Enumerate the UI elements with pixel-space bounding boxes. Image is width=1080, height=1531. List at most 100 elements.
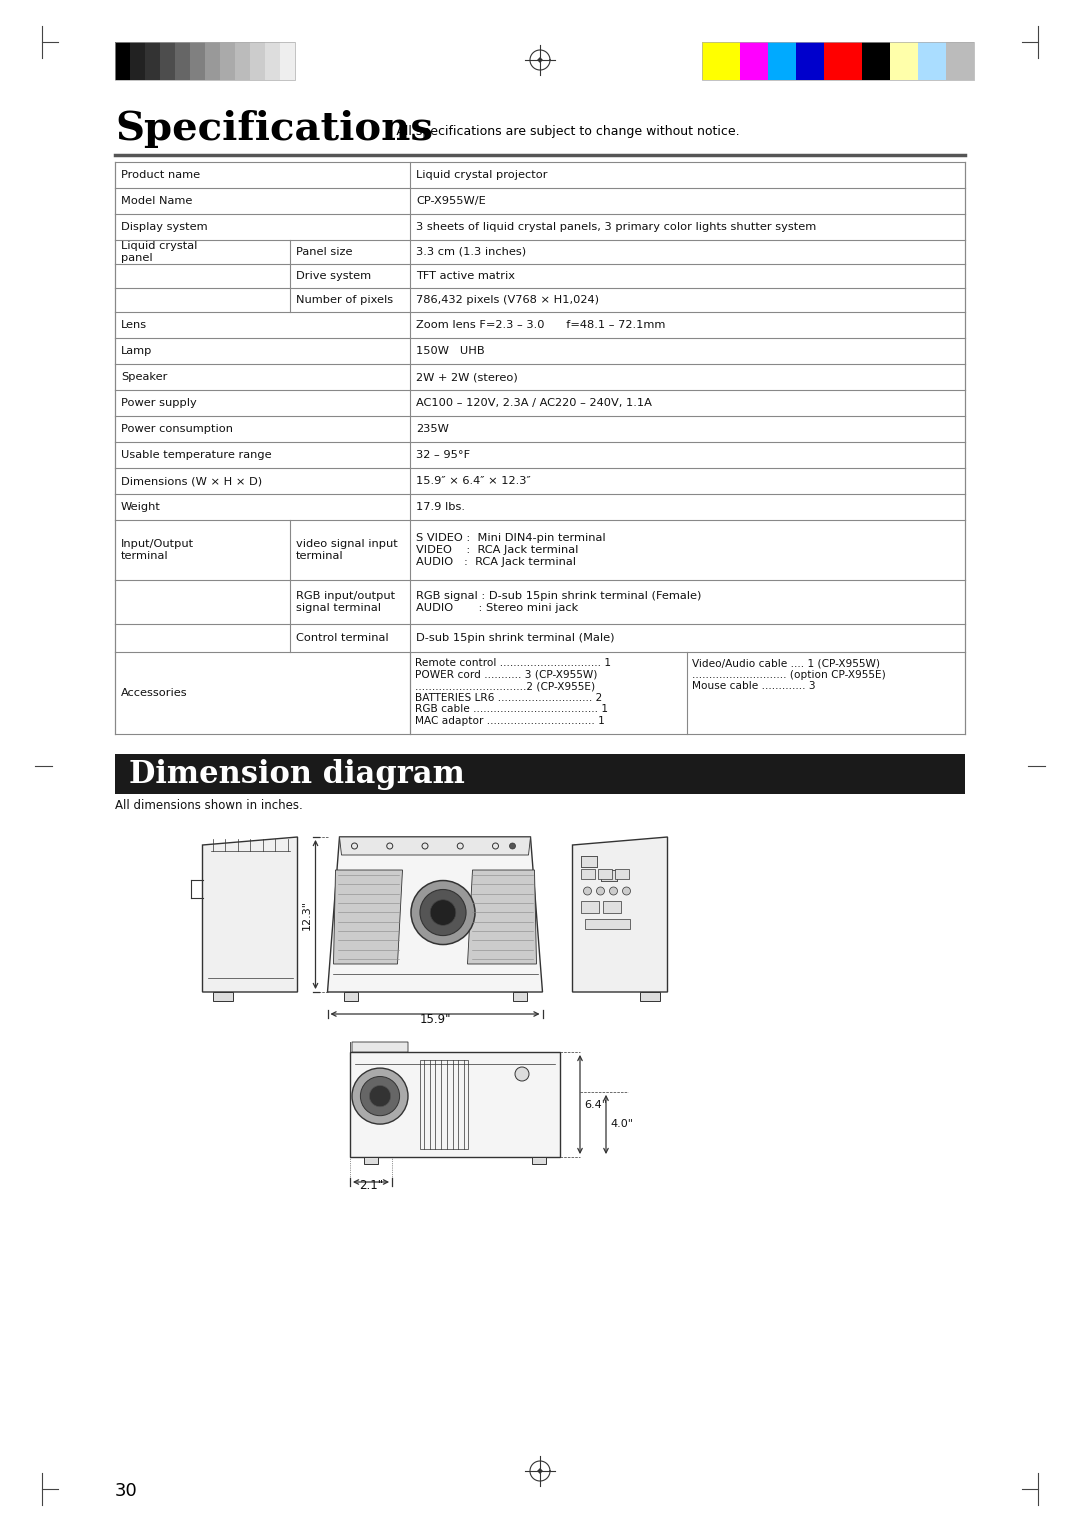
Text: 2W + 2W (stereo): 2W + 2W (stereo) xyxy=(416,372,517,383)
Text: Power consumption: Power consumption xyxy=(121,424,233,433)
Text: Power supply: Power supply xyxy=(121,398,197,407)
Bar xyxy=(768,41,796,80)
Text: Accessories: Accessories xyxy=(121,687,188,698)
Bar xyxy=(145,41,160,80)
FancyBboxPatch shape xyxy=(352,1043,408,1052)
Bar xyxy=(600,870,617,880)
Bar xyxy=(603,902,621,912)
Bar xyxy=(581,856,596,867)
Text: 17.9 lbs.: 17.9 lbs. xyxy=(416,502,465,511)
Circle shape xyxy=(510,844,515,850)
Bar xyxy=(114,753,966,795)
Bar xyxy=(581,856,596,867)
Polygon shape xyxy=(334,870,403,965)
Bar xyxy=(824,41,862,80)
Text: CP-X955W/E: CP-X955W/E xyxy=(416,196,486,207)
Text: Remote control .............................. 1
POWER cord ........... 3 (CP-X95: Remote control .........................… xyxy=(415,658,611,726)
Text: video signal input
terminal: video signal input terminal xyxy=(296,539,397,560)
Text: 12.3": 12.3" xyxy=(301,900,311,929)
Text: Model Name: Model Name xyxy=(121,196,192,207)
Polygon shape xyxy=(537,57,543,63)
Text: Speaker: Speaker xyxy=(121,372,167,383)
Bar xyxy=(513,992,527,1001)
Polygon shape xyxy=(339,837,530,854)
Bar xyxy=(205,41,220,80)
Bar xyxy=(702,41,740,80)
Text: RGB signal : D-sub 15pin shrink terminal (Female)
AUDIO       : Stereo mini jack: RGB signal : D-sub 15pin shrink terminal… xyxy=(416,591,701,612)
Text: RGB input/output
signal terminal: RGB input/output signal terminal xyxy=(296,591,395,612)
Polygon shape xyxy=(203,837,297,992)
Bar xyxy=(235,41,249,80)
Text: Lens: Lens xyxy=(121,320,147,331)
Bar xyxy=(615,870,629,879)
Polygon shape xyxy=(572,837,667,992)
Bar xyxy=(343,992,357,1001)
Text: Dimension diagram: Dimension diagram xyxy=(129,758,464,790)
Bar xyxy=(249,41,265,80)
Bar xyxy=(890,41,918,80)
Text: 2.1": 2.1" xyxy=(359,1179,383,1193)
Text: Usable temperature range: Usable temperature range xyxy=(121,450,272,459)
Text: Video/Audio cable .... 1 (CP-X955W)
............................ (option CP-X955: Video/Audio cable .... 1 (CP-X955W) ....… xyxy=(692,658,886,690)
Bar xyxy=(213,992,232,1001)
Circle shape xyxy=(411,880,475,945)
Text: Number of pixels: Number of pixels xyxy=(296,295,393,305)
Bar xyxy=(581,870,594,879)
Text: 786,432 pixels (V768 × H1,024): 786,432 pixels (V768 × H1,024) xyxy=(416,295,599,305)
Circle shape xyxy=(369,1085,391,1107)
Text: Panel size: Panel size xyxy=(296,246,352,257)
Text: Specifications: Specifications xyxy=(114,110,433,149)
Circle shape xyxy=(622,886,631,896)
Text: 3 sheets of liquid crystal panels, 3 primary color lights shutter system: 3 sheets of liquid crystal panels, 3 pri… xyxy=(416,222,816,233)
Bar xyxy=(639,992,660,1001)
Bar xyxy=(597,870,611,879)
Bar xyxy=(740,41,768,80)
Text: All dimensions shown in inches.: All dimensions shown in inches. xyxy=(114,799,302,811)
Text: S VIDEO :  Mini DIN4-pin terminal
VIDEO    :  RCA Jack terminal
AUDIO   :  RCA J: S VIDEO : Mini DIN4-pin terminal VIDEO :… xyxy=(416,533,606,566)
Text: 15.9″ × 6.4″ × 12.3″: 15.9″ × 6.4″ × 12.3″ xyxy=(416,476,530,485)
Text: 15.9": 15.9" xyxy=(419,1014,450,1026)
Polygon shape xyxy=(468,870,537,965)
Circle shape xyxy=(430,900,456,925)
Text: • All specifications are subject to change without notice.: • All specifications are subject to chan… xyxy=(384,126,740,138)
Text: Liquid crystal projector: Liquid crystal projector xyxy=(416,170,548,181)
Bar xyxy=(364,1157,378,1164)
Bar xyxy=(130,41,145,80)
Circle shape xyxy=(596,886,605,896)
Bar xyxy=(584,919,630,929)
Text: D-sub 15pin shrink terminal (Male): D-sub 15pin shrink terminal (Male) xyxy=(416,632,615,643)
Bar xyxy=(581,902,598,912)
Bar xyxy=(114,41,130,80)
Text: 3.3 cm (1.3 inches): 3.3 cm (1.3 inches) xyxy=(416,246,526,257)
Bar xyxy=(190,41,205,80)
Bar xyxy=(175,41,190,80)
Bar xyxy=(280,41,295,80)
Bar xyxy=(532,1157,546,1164)
Polygon shape xyxy=(537,1468,543,1474)
Text: 6.4": 6.4" xyxy=(584,1099,607,1110)
Text: 30: 30 xyxy=(114,1482,138,1500)
Text: 4.0": 4.0" xyxy=(610,1119,633,1130)
Bar xyxy=(796,41,824,80)
Bar xyxy=(600,870,617,880)
Bar xyxy=(862,41,890,80)
Text: Drive system: Drive system xyxy=(296,271,372,282)
Text: 32 – 95°F: 32 – 95°F xyxy=(416,450,470,459)
Bar xyxy=(350,1052,561,1157)
Bar xyxy=(702,41,974,80)
Circle shape xyxy=(609,886,618,896)
Text: Product name: Product name xyxy=(121,170,200,181)
Bar xyxy=(265,41,280,80)
Circle shape xyxy=(515,1067,529,1081)
Circle shape xyxy=(420,890,467,935)
Text: AC100 – 120V, 2.3A / AC220 – 240V, 1.1A: AC100 – 120V, 2.3A / AC220 – 240V, 1.1A xyxy=(416,398,652,407)
Text: Display system: Display system xyxy=(121,222,207,233)
Bar xyxy=(160,41,175,80)
Polygon shape xyxy=(327,837,542,992)
Bar xyxy=(114,41,295,80)
Circle shape xyxy=(361,1076,400,1116)
Text: 150W   UHB: 150W UHB xyxy=(416,346,485,357)
Text: Lamp: Lamp xyxy=(121,346,152,357)
Text: Control terminal: Control terminal xyxy=(296,632,389,643)
Text: TFT active matrix: TFT active matrix xyxy=(416,271,515,282)
